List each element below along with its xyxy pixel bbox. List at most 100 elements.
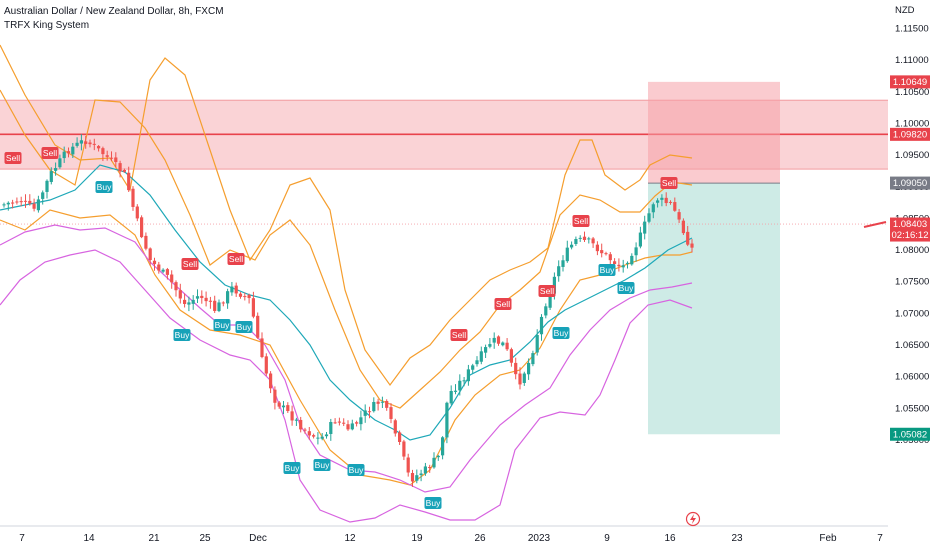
- candle-body: [2, 204, 6, 206]
- price-tick: 1.10000: [895, 118, 929, 129]
- candle: [531, 350, 535, 367]
- violet-upper-band: [0, 224, 693, 493]
- candle-body: [260, 338, 264, 358]
- candle-body: [686, 231, 690, 245]
- candle-body: [316, 437, 320, 439]
- candle-body: [333, 422, 337, 424]
- signal-tag: [227, 253, 245, 265]
- candle-body: [45, 180, 49, 192]
- candle: [350, 419, 354, 431]
- candle-body: [251, 298, 255, 317]
- candle: [686, 225, 690, 247]
- sell-signal: Sell: [181, 258, 199, 270]
- sell-signal: Sell: [538, 285, 556, 297]
- signal-label: Buy: [215, 320, 230, 330]
- candle-body: [213, 300, 217, 311]
- signal-label: Sell: [496, 299, 510, 309]
- candle: [410, 469, 415, 487]
- candle-body: [518, 373, 522, 385]
- candle-body: [428, 467, 432, 469]
- candle-body: [36, 199, 40, 211]
- candle: [109, 151, 114, 162]
- buy-signal: Buy: [598, 264, 616, 276]
- candle-body: [587, 238, 591, 240]
- candle: [492, 332, 496, 349]
- candle-body: [595, 244, 599, 252]
- candle-body: [281, 405, 286, 408]
- candle: [638, 226, 642, 249]
- candle-body: [608, 254, 612, 261]
- entry-price-tag: 1.09050: [890, 176, 930, 190]
- candle: [423, 462, 427, 476]
- candle: [432, 452, 436, 469]
- orange-inner-upper-band: [0, 89, 693, 409]
- candle-body: [548, 293, 552, 308]
- candle-body: [346, 424, 350, 430]
- candle-body: [165, 269, 169, 275]
- signal-label: Buy: [237, 322, 252, 332]
- candle: [161, 268, 165, 274]
- candle-body: [312, 435, 316, 437]
- sell-signal: Sell: [660, 177, 678, 189]
- candle-body: [329, 422, 333, 434]
- signal-tag: [235, 321, 253, 333]
- candle: [625, 261, 630, 269]
- candle: [668, 200, 673, 205]
- signal-label: Buy: [619, 283, 634, 293]
- candle: [604, 251, 608, 256]
- candle: [557, 260, 561, 282]
- candle-body: [582, 236, 587, 240]
- candle-body: [402, 441, 406, 457]
- candle: [75, 137, 79, 148]
- candle-body: [101, 148, 105, 155]
- candle-body: [625, 262, 630, 264]
- candle-body: [187, 302, 191, 305]
- candle: [677, 208, 681, 223]
- candle-body: [355, 422, 359, 424]
- candle-body: [170, 274, 174, 283]
- candle-body: [191, 299, 195, 304]
- candle-body: [161, 269, 165, 272]
- buy-signal: Buy: [173, 329, 191, 341]
- candle: [617, 258, 621, 272]
- signal-tag: [181, 258, 199, 270]
- chart-title: Australian Dollar / New Zealand Dollar, …: [4, 6, 224, 17]
- candle-body: [337, 421, 341, 423]
- buy-signal: Buy: [424, 497, 442, 509]
- candle: [621, 259, 625, 273]
- candle: [303, 427, 307, 434]
- candle: [561, 255, 565, 272]
- stop-loss-zone: [648, 81, 780, 184]
- time-tick: 26: [474, 533, 486, 544]
- price-tick: 1.06000: [895, 372, 929, 383]
- candle: [174, 280, 178, 297]
- candle-body: [105, 155, 109, 157]
- candle: [122, 168, 126, 173]
- candle-body: [247, 294, 251, 299]
- candle: [101, 146, 105, 162]
- candle-body: [479, 351, 483, 362]
- candle: [281, 401, 286, 415]
- candle: [286, 402, 290, 413]
- time-tick: Dec: [249, 533, 267, 544]
- candle-body: [299, 419, 303, 430]
- candle-body: [419, 473, 423, 475]
- candle-body: [303, 429, 307, 431]
- candle: [578, 235, 582, 242]
- candle-body: [385, 401, 389, 408]
- price-tag-value: 1.09820: [893, 129, 927, 140]
- sell-signal: Sell: [227, 253, 245, 265]
- candle: [570, 241, 574, 250]
- stop-loss-price-tag: 1.10649: [890, 75, 930, 89]
- candle: [71, 142, 75, 158]
- signal-tag: [4, 152, 22, 164]
- candle-body: [109, 157, 114, 159]
- candle-body: [243, 296, 247, 298]
- candle: [389, 403, 393, 424]
- candle: [28, 194, 32, 206]
- signal-label: Sell: [540, 286, 554, 296]
- candle-body: [66, 151, 71, 154]
- candle-body: [531, 353, 535, 365]
- candle-body: [234, 285, 238, 294]
